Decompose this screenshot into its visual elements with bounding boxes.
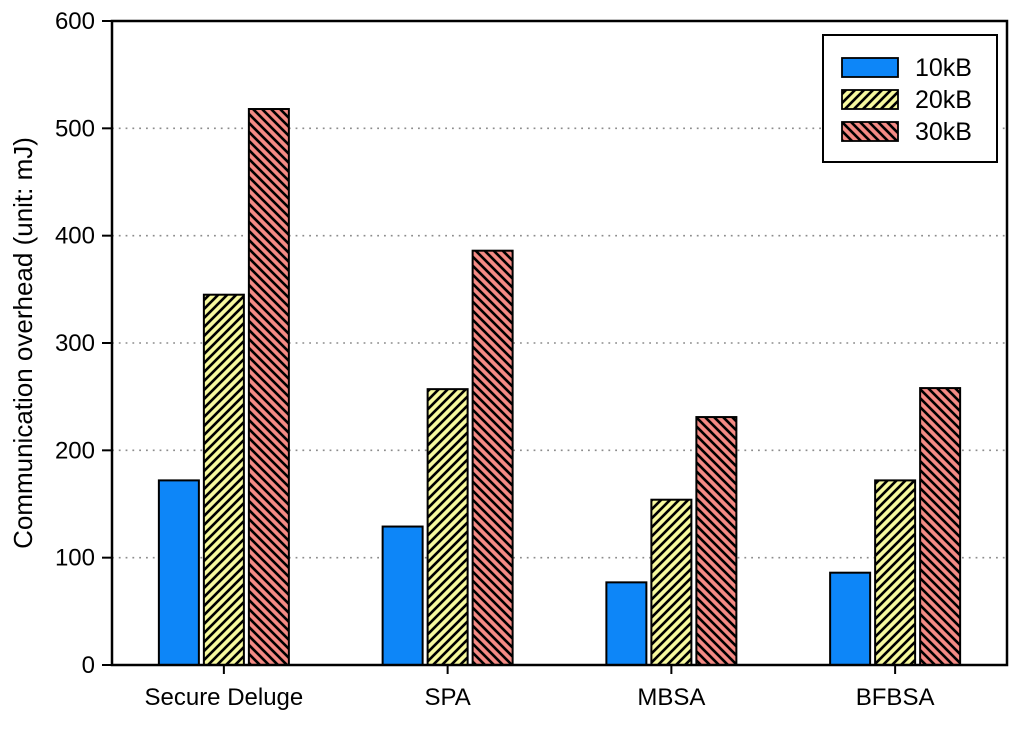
bar-10kB-2 [606, 582, 647, 665]
legend-entry-label: 20kB [915, 86, 972, 114]
bar-hatch [472, 250, 513, 665]
bar-hatch [203, 294, 244, 665]
bar-hatch [920, 388, 961, 665]
y-tick-label: 400 [55, 223, 95, 250]
y-tick-label: 200 [55, 437, 95, 464]
y-tick-label: 300 [55, 330, 95, 357]
legend-entry-label: 30kB [915, 118, 972, 146]
bar-hatch [248, 109, 289, 666]
bar-hatch [427, 389, 468, 665]
legend-swatch-hatch [842, 122, 898, 141]
legend-swatch-edge [841, 57, 899, 78]
bar-10kB-0 [158, 480, 199, 665]
x-category-label: MBSA [637, 684, 705, 711]
bar-10kB-1 [382, 526, 423, 665]
x-category-label: Secure Deluge [144, 684, 303, 711]
legend-swatch-10kB [842, 58, 898, 77]
x-category-label: SPA [425, 684, 471, 711]
bar-hatch [875, 480, 916, 665]
y-axis-title: Communication overhead (unit: mJ) [8, 137, 38, 549]
legend-swatch-hatch [842, 90, 898, 109]
x-category-label: BFBSA [856, 684, 935, 711]
legend-swatch-edge [841, 121, 899, 142]
y-tick-label: 0 [82, 652, 95, 679]
y-tick-label: 500 [55, 115, 95, 142]
y-tick-label: 100 [55, 545, 95, 572]
bar-10kB-3 [830, 572, 871, 665]
bar-hatch [651, 499, 692, 665]
y-tick-label: 600 [55, 8, 95, 35]
bar-hatch [696, 417, 737, 665]
legend-swatch-edge [841, 89, 899, 110]
legend-entry-label: 10kB [915, 54, 972, 82]
